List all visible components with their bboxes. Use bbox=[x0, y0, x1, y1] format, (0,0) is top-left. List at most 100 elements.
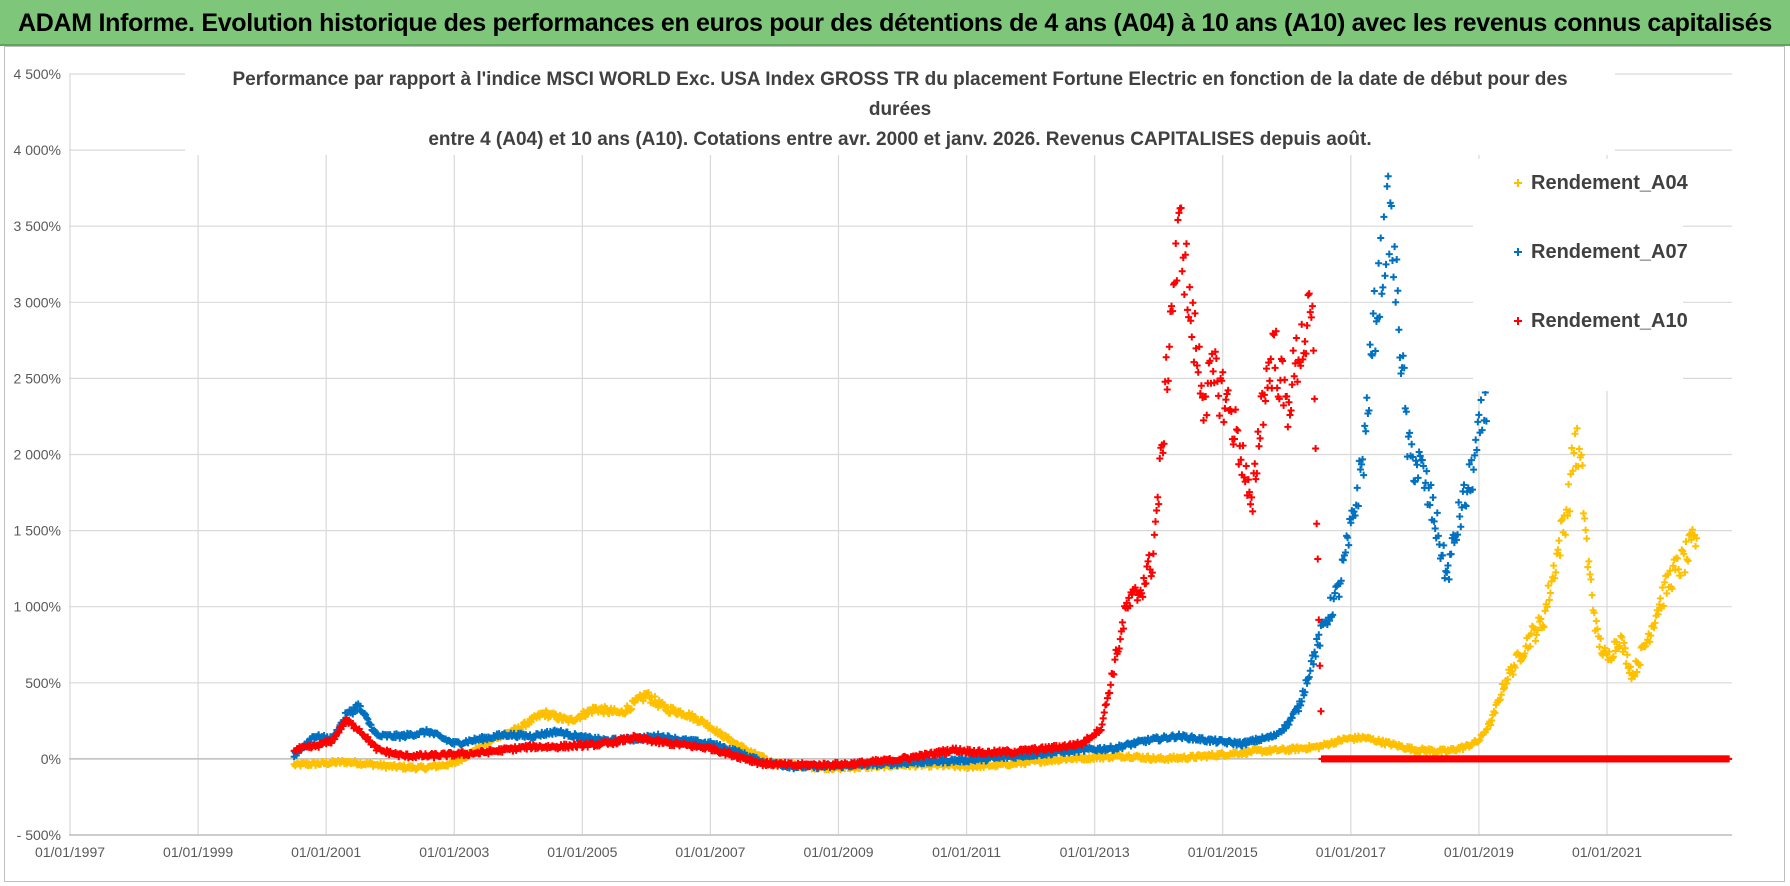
data-point bbox=[1230, 435, 1238, 443]
data-point bbox=[1526, 642, 1534, 650]
data-point bbox=[1279, 357, 1287, 365]
data-point bbox=[1212, 355, 1220, 363]
data-point bbox=[349, 719, 357, 727]
y-tick-label: 3 500% bbox=[14, 218, 61, 234]
data-point bbox=[1478, 426, 1486, 434]
data-point bbox=[1370, 287, 1378, 295]
data-point bbox=[1261, 397, 1269, 405]
data-point bbox=[1491, 709, 1499, 717]
data-points bbox=[290, 172, 1733, 774]
data-point bbox=[1191, 309, 1199, 317]
data-point bbox=[1663, 589, 1671, 597]
data-point bbox=[1568, 444, 1576, 452]
data-point bbox=[1227, 408, 1235, 416]
data-point bbox=[1103, 694, 1111, 702]
data-point bbox=[401, 734, 409, 742]
data-point bbox=[1384, 172, 1392, 180]
data-point bbox=[1148, 569, 1156, 577]
data-point bbox=[1301, 688, 1309, 696]
data-point bbox=[1395, 326, 1403, 334]
data-point bbox=[1544, 582, 1552, 590]
data-point bbox=[1619, 648, 1627, 656]
data-point bbox=[1260, 391, 1268, 399]
data-point bbox=[1462, 502, 1470, 510]
data-point bbox=[1404, 433, 1412, 441]
data-point bbox=[1584, 563, 1592, 571]
data-point bbox=[1564, 512, 1572, 520]
data-point bbox=[1196, 389, 1204, 397]
data-point bbox=[1178, 267, 1186, 275]
y-tick-label: 500% bbox=[25, 675, 61, 691]
data-point bbox=[1218, 377, 1226, 385]
data-point bbox=[1222, 396, 1230, 404]
data-point bbox=[1402, 408, 1410, 416]
data-point bbox=[1247, 500, 1254, 508]
data-point bbox=[1688, 526, 1696, 534]
data-point bbox=[1286, 411, 1294, 419]
data-point bbox=[1483, 725, 1491, 733]
data-point bbox=[1168, 302, 1176, 310]
data-point bbox=[1533, 631, 1541, 639]
data-point bbox=[1360, 471, 1368, 479]
data-point bbox=[1556, 551, 1564, 559]
data-point bbox=[1388, 256, 1396, 264]
data-point bbox=[1288, 381, 1296, 389]
data-point bbox=[1365, 406, 1373, 414]
data-point bbox=[1465, 460, 1473, 468]
data-point bbox=[1309, 660, 1317, 668]
data-point bbox=[1251, 460, 1259, 468]
title-backdrop bbox=[185, 59, 1615, 155]
grid-lines bbox=[69, 59, 1732, 836]
data-point bbox=[1252, 475, 1260, 483]
data-point bbox=[1133, 596, 1141, 604]
data-point bbox=[1545, 596, 1553, 604]
data-point bbox=[1419, 462, 1427, 470]
x-tick-label: 01/01/2013 bbox=[1060, 844, 1130, 860]
data-point bbox=[1578, 461, 1586, 469]
data-point bbox=[1265, 359, 1273, 367]
data-point bbox=[1626, 663, 1634, 671]
data-point bbox=[1100, 709, 1108, 717]
data-point bbox=[1415, 448, 1423, 456]
data-point bbox=[1344, 534, 1352, 542]
data-point bbox=[1447, 550, 1455, 558]
data-point bbox=[1339, 556, 1347, 564]
legend-marker bbox=[1514, 248, 1522, 256]
data-point bbox=[1362, 427, 1370, 435]
data-point bbox=[1182, 240, 1190, 248]
data-point bbox=[1302, 350, 1310, 358]
data-point bbox=[1297, 362, 1305, 370]
data-point bbox=[1102, 700, 1110, 708]
data-point bbox=[1195, 343, 1203, 351]
data-point bbox=[639, 697, 647, 705]
data-point bbox=[1145, 551, 1153, 559]
data-point bbox=[1335, 593, 1343, 601]
data-point bbox=[1153, 507, 1161, 515]
data-point bbox=[1292, 334, 1300, 342]
data-point bbox=[1488, 716, 1496, 724]
data-point bbox=[1075, 748, 1083, 756]
data-point bbox=[1406, 429, 1414, 437]
data-point bbox=[1470, 466, 1478, 474]
data-point bbox=[1546, 589, 1554, 597]
data-point bbox=[1298, 697, 1306, 705]
data-point bbox=[725, 733, 733, 741]
data-point bbox=[1281, 376, 1289, 384]
data-point bbox=[1337, 577, 1345, 585]
data-point bbox=[1378, 290, 1386, 298]
data-point bbox=[356, 702, 364, 710]
data-point bbox=[1139, 593, 1147, 601]
data-point bbox=[1160, 440, 1168, 448]
data-point bbox=[1189, 299, 1197, 307]
data-point bbox=[1655, 601, 1663, 609]
data-point bbox=[1661, 578, 1669, 586]
x-tick-label: 01/01/2007 bbox=[675, 844, 745, 860]
data-point bbox=[1569, 467, 1577, 475]
data-point bbox=[1361, 422, 1369, 430]
y-tick-label: - 500% bbox=[17, 827, 61, 843]
x-tick-label: 01/01/2011 bbox=[932, 844, 1001, 860]
data-point bbox=[1587, 575, 1595, 583]
data-point bbox=[622, 708, 630, 716]
data-point bbox=[367, 721, 375, 729]
data-point bbox=[1284, 423, 1292, 431]
